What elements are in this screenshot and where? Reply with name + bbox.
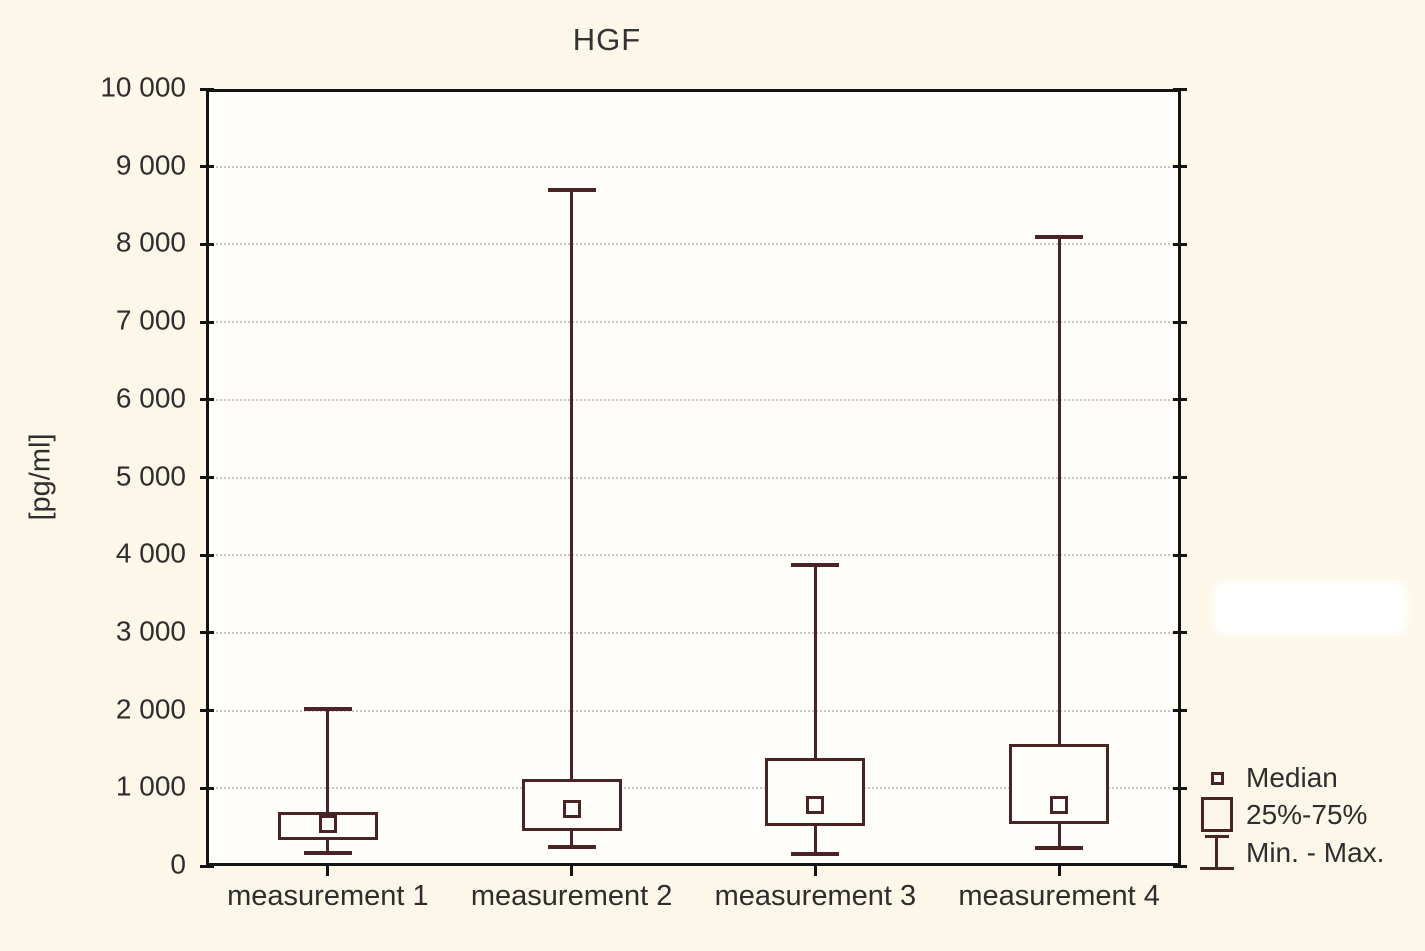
y-tick-mark-left (200, 242, 214, 246)
median-marker (806, 796, 825, 815)
min-whisker-cap (791, 852, 840, 857)
x-tick-mark (570, 864, 574, 876)
legend-item-minmax: Min. - Max. (1199, 835, 1384, 870)
y-tick-mark-right (1173, 476, 1187, 479)
y-tick-mark-right (1173, 242, 1187, 246)
y-tick-mark-right (1173, 864, 1187, 868)
y-tick-mark-right (1173, 87, 1187, 91)
y-tick-mark-right (1173, 786, 1187, 790)
min-whisker-cap (303, 850, 352, 855)
y-tick-mark-right (1173, 709, 1187, 713)
median-marker (1050, 795, 1069, 814)
y-tick-label: 9 000 (115, 149, 186, 181)
max-whisker-cap (1035, 234, 1084, 239)
whisker-icon (1200, 835, 1234, 870)
gridline (209, 243, 1178, 246)
y-tick-mark-right (1173, 631, 1187, 635)
y-tick-mark-left (200, 398, 214, 402)
x-category-label: measurement 4 (958, 880, 1160, 912)
x-category-label: measurement 1 (227, 880, 429, 912)
y-tick-mark-left (200, 87, 214, 91)
y-tick-mark-left (200, 476, 214, 479)
median-marker (562, 799, 581, 818)
x-tick-mark (1057, 864, 1061, 876)
gridline (209, 321, 1178, 324)
whisker-line (326, 709, 330, 853)
min-whisker-cap (1035, 846, 1084, 851)
legend: Median 25%-75% Min. - Max. (1199, 762, 1384, 870)
legend-item-iqr: 25%-75% (1199, 797, 1384, 832)
gridline (209, 476, 1178, 479)
y-tick-label: 0 (170, 848, 186, 880)
y-tick-label: 7 000 (115, 304, 186, 336)
x-category-label: measurement 2 (470, 880, 673, 912)
whisker-line (813, 565, 817, 855)
median-square-icon (1210, 771, 1224, 785)
y-tick-mark-right (1173, 398, 1187, 402)
y-tick-mark-left (200, 864, 214, 868)
x-tick-mark (813, 864, 817, 876)
y-tick-mark-left (200, 631, 214, 635)
x-tick-mark (326, 864, 330, 876)
iqr-box-measurement-3 (765, 757, 866, 827)
y-tick-mark-right (1173, 165, 1187, 169)
chart-title: HGF (572, 22, 642, 57)
y-tick-label: 2 000 (115, 693, 186, 725)
y-tick-mark-left (200, 165, 214, 169)
y-tick-mark-right (1173, 320, 1187, 324)
gridline (209, 631, 1178, 634)
max-whisker-cap (303, 707, 352, 712)
gridline (209, 787, 1178, 790)
y-tick-label: 3 000 (115, 615, 186, 647)
max-whisker-cap (547, 188, 596, 192)
whisker-line (570, 190, 574, 848)
legend-item-median: Median (1199, 762, 1384, 794)
x-category-label: measurement 3 (714, 880, 917, 912)
y-tick-label: 6 000 (115, 382, 186, 414)
box-icon (1201, 797, 1233, 832)
gridline (209, 398, 1178, 401)
y-tick-mark-left (200, 786, 214, 790)
gridline (209, 165, 1178, 168)
y-tick-mark-left (200, 553, 214, 557)
y-tick-mark-left (200, 320, 214, 324)
legend-label-iqr: 25%-75% (1246, 798, 1368, 830)
gridline (209, 709, 1178, 712)
gridline (209, 554, 1178, 557)
y-tick-label: 8 000 (115, 227, 186, 259)
legend-label-minmax: Min. - Max. (1246, 836, 1385, 868)
y-tick-label: 4 000 (115, 537, 186, 569)
y-tick-label: 5 000 (115, 460, 186, 492)
y-tick-mark-right (1173, 553, 1187, 557)
y-tick-mark-left (200, 709, 214, 713)
y-tick-label: 1 000 (115, 771, 186, 803)
median-marker (318, 815, 337, 834)
whisker-line (1057, 236, 1061, 849)
whiteout-patch (1218, 586, 1402, 630)
min-whisker-cap (547, 845, 596, 850)
legend-label-median: Median (1246, 762, 1338, 793)
max-whisker-cap (791, 563, 840, 568)
y-tick-label: 10 000 (100, 71, 186, 103)
